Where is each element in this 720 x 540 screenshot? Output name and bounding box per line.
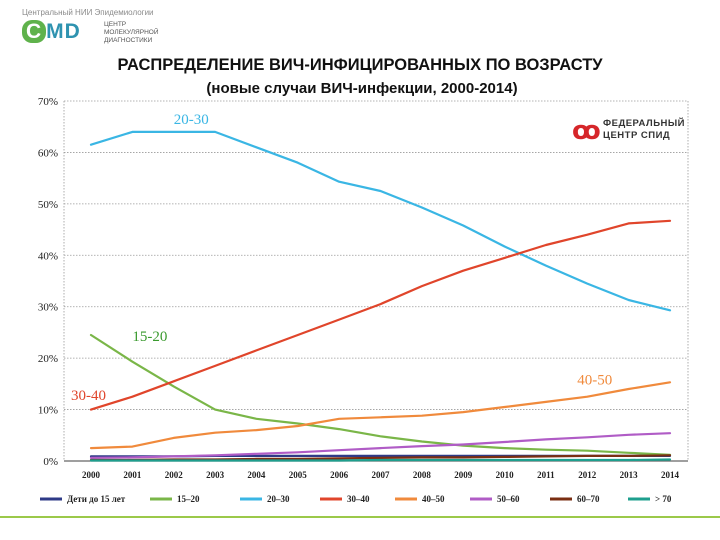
x-tick-label: 2009 bbox=[454, 470, 473, 480]
federal-aids-center-logo: ꝏ ФЕДЕРАЛЬНЫЙ ЦЕНТР СПИД bbox=[572, 115, 685, 145]
x-tick-label: 2010 bbox=[496, 470, 515, 480]
series-line bbox=[89, 219, 672, 411]
y-tick-label: 50% bbox=[38, 199, 58, 211]
logo-sub-line: МОЛЕКУЛЯРНОЙ bbox=[104, 29, 159, 36]
y-tick-label: 10% bbox=[38, 405, 58, 417]
y-tick-label: 20% bbox=[38, 353, 58, 365]
legend-label: 15–20 bbox=[177, 494, 200, 504]
red-ribbon-icon: ꝏ bbox=[572, 115, 601, 145]
series-annotation: 40-50 bbox=[577, 373, 612, 389]
chart-subtitle: (новые случаи ВИЧ-инфекции, 2000-2014) bbox=[206, 80, 518, 97]
x-tick-label: 2014 bbox=[661, 470, 680, 480]
cmd-logo: Центральный НИИ Эпидемиологии C MD ЦЕНТР … bbox=[22, 8, 192, 52]
legend-label: 30–40 bbox=[347, 494, 370, 504]
legend-label: > 70 bbox=[655, 494, 672, 504]
legend-label: 20–30 bbox=[267, 494, 290, 504]
series-line bbox=[89, 333, 672, 456]
legend-label: 60–70 bbox=[577, 494, 600, 504]
x-tick-label: 2012 bbox=[578, 470, 597, 480]
series-annotation: 20-30 bbox=[174, 112, 209, 128]
y-tick-label: 70% bbox=[38, 96, 58, 108]
x-tick-label: 2013 bbox=[620, 470, 639, 480]
x-tick-label: 2002 bbox=[165, 470, 184, 480]
footer-divider bbox=[0, 516, 720, 518]
series-line bbox=[89, 130, 672, 312]
x-tick-label: 2006 bbox=[330, 470, 349, 480]
logo-brand: C MD bbox=[22, 20, 81, 44]
logo-subtitle: ЦЕНТР МОЛЕКУЛЯРНОЙ ДИАГНОСТИКИ bbox=[104, 21, 184, 45]
partner-logo-line: ЦЕНТР СПИД bbox=[603, 130, 671, 141]
legend-label: Дети до 15 лет bbox=[67, 494, 126, 504]
partner-logo-text: ФЕДЕРАЛЬНЫЙ ЦЕНТР СПИД bbox=[603, 118, 685, 142]
annotations: 20-30 15-20 30-40 40-50 bbox=[71, 112, 612, 404]
y-tick-label: 30% bbox=[38, 302, 58, 314]
series-lines bbox=[89, 130, 672, 462]
legend-label: 40–50 bbox=[422, 494, 445, 504]
x-tick-label: 2001 bbox=[123, 470, 142, 480]
logo-sub-line: ДИАГНОСТИКИ bbox=[104, 37, 153, 44]
logo-org-name: Центральный НИИ Эпидемиологии bbox=[22, 8, 154, 17]
gridlines bbox=[63, 100, 689, 462]
x-tick-label: 2007 bbox=[372, 470, 391, 480]
series-line bbox=[89, 432, 672, 459]
legend-label: 50–60 bbox=[497, 494, 520, 504]
series-annotation: 30-40 bbox=[71, 388, 106, 404]
series-annotation: 15-20 bbox=[132, 329, 167, 345]
x-axis: 2000 2001 2002 2003 2004 2005 2006 2007 2008 2009… bbox=[82, 470, 680, 480]
x-tick-label: 2000 bbox=[82, 470, 101, 480]
x-tick-label: 2004 bbox=[247, 470, 266, 480]
y-tick-label: 40% bbox=[38, 250, 58, 262]
x-tick-label: 2008 bbox=[413, 470, 432, 480]
chart-title: РАСПРЕДЕЛЕНИЕ ВИЧ-ИНФИЦИРОВАННЫХ ПО ВОЗР… bbox=[117, 56, 603, 74]
partner-logo-line: ФЕДЕРАЛЬНЫЙ bbox=[603, 118, 686, 129]
x-tick-label: 2005 bbox=[289, 470, 308, 480]
legend: Дети до 15 лет 15–20 20–30 30–40 40–50 50–60 6… bbox=[40, 494, 672, 504]
series-line bbox=[89, 381, 672, 450]
y-tick-label: 0% bbox=[43, 456, 58, 468]
x-tick-label: 2011 bbox=[537, 470, 555, 480]
y-axis: 0% 10% 20% 30% 40% 50% 60% 70% bbox=[38, 96, 58, 468]
x-tick-label: 2003 bbox=[206, 470, 225, 480]
y-tick-label: 60% bbox=[38, 147, 58, 159]
series-line bbox=[89, 458, 672, 462]
logo-sub-line: ЦЕНТР bbox=[104, 21, 127, 28]
